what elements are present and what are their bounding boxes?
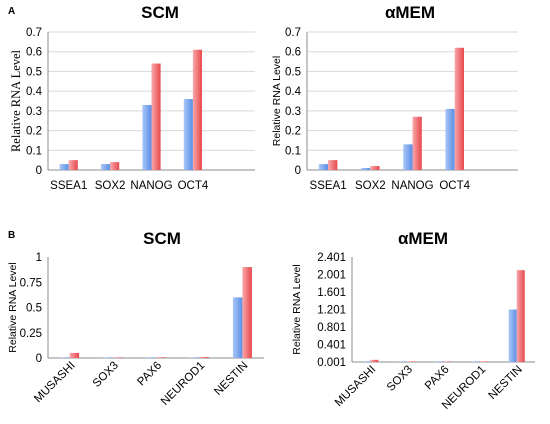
x-tick-label: NESTIN [487,364,525,402]
y-tick-label: 0 [36,353,42,365]
y-tick-label: 1.601 [317,287,346,299]
bar-ssea1-series-2 [68,160,78,170]
chart-title: SCM [141,3,179,22]
bar-pax6-series-1 [146,357,156,358]
y-tick-label: 0.5 [285,66,301,78]
y-tick-label: 0.401 [317,340,346,352]
y-tick-label: 2.001 [317,270,346,282]
y-tick-label: 0.6 [26,47,42,59]
x-tick-label: SOX3 [91,360,121,390]
chart-title: αMEM [398,229,448,248]
x-tick-label: MUSASHI [32,360,78,406]
bar-nanog-series-2 [151,63,161,170]
bar-ssea1-series-1 [59,164,69,170]
y-tick-label: 0.25 [20,328,42,340]
bar-sox2-series-1 [100,164,111,170]
bar-sox2-series-1 [361,168,371,170]
x-tick-label: OCT4 [178,180,209,192]
x-tick-label: SSEA1 [310,180,347,192]
y-axis-label: Relative RNA Level [9,49,23,152]
y-tick-label: 0.6 [285,47,301,59]
x-tick-label: NANOG [391,180,433,192]
bar-pax6-series-2 [156,357,166,358]
chart-scm-pluripotency: SCM Relative RNA Level 0 0.1 0.2 0.3 0.4 0.5 0.6… [9,3,255,192]
panel-letter-b: B [8,230,15,241]
bar-musashi-series-2 [370,359,379,362]
x-tick-label: SSEA1 [50,180,87,192]
y-tick-label: 0.3 [26,106,42,118]
y-axis-label: Relative RNA Level [271,56,283,146]
y-tick-label: 0.1 [26,145,42,157]
x-tick-label: SOX3 [385,364,415,394]
bar-neurod1-series-2 [199,356,209,358]
y-tick-label: 0.7 [26,27,42,39]
y-axis-label: Relative RNA Level [291,264,303,354]
x-tick-label: SOX2 [95,180,126,192]
y-tick-label: 1 [36,252,42,264]
y-tick-label: 0.1 [285,145,301,157]
chart-scm-neural: SCM Relative RNA Level 0 0.25 0.5 0.75 1 MUSASH… [7,229,264,408]
bar-sox3-series-1 [398,361,407,362]
bar-sox3-series-2 [112,357,123,358]
y-tick-label: 0.2 [285,126,301,138]
y-tick-label: 0.7 [285,27,301,39]
x-tick-label: PAX6 [135,360,164,389]
y-tick-label: 0.4 [285,86,302,98]
y-tick-label: 2.401 [317,252,346,264]
bar-sox3-series-1 [103,357,113,358]
x-tick-label: NESTIN [212,360,250,398]
y-tick-label: 0.75 [20,277,42,289]
bar-pax6-series-1 [435,361,444,362]
x-tick-label: MUSASHI [333,364,379,410]
bar-nanog-series-1 [142,104,152,170]
bar-neurod1-series-1 [472,361,481,362]
bar-pax6-series-2 [443,361,452,362]
y-tick-label: 0 [295,165,301,177]
bar-musashi-series-1 [362,361,371,362]
bar-oct4-series-1 [183,99,193,170]
bar-oct4-series-2 [192,49,203,170]
y-tick-label: 0.001 [317,357,346,369]
bar-ssea1-series-1 [318,164,329,170]
bar-sox3-series-2 [406,361,415,362]
bar-ssea1-series-2 [328,160,338,170]
bar-oct4-series-2 [454,47,464,171]
chart-title: αMEM [385,3,435,22]
y-tick-label: 0.4 [26,86,43,98]
bar-sox2-series-2 [370,166,380,170]
x-tick-label: OCT4 [439,180,470,192]
y-axis-label: Relative RNA Level [7,262,19,352]
x-tick-label: PAX6 [423,364,452,393]
bar-oct4-series-1 [445,108,455,170]
x-tick-label: SOX2 [355,180,386,192]
bar-musashi-series-2 [69,352,80,358]
bar-nanog-series-1 [403,144,413,170]
bar-sox2-series-2 [110,162,120,170]
x-tick-label: NEUROD1 [159,360,207,408]
y-tick-label: 0.2 [26,126,42,138]
bar-neurod1-series-1 [189,357,200,358]
x-tick-label: NANOG [130,180,172,192]
bar-nestin-series-1 [232,297,243,358]
chart-title: SCM [143,229,181,248]
bar-nanog-series-2 [412,116,422,170]
y-tick-label: 0.5 [26,66,42,78]
bar-nestin-series-2 [516,270,525,362]
bar-musashi-series-1 [60,357,70,358]
bar-nestin-series-1 [508,309,517,362]
y-tick-label: 0.801 [317,322,346,334]
panel-letter-a: A [8,6,15,17]
chart-amem-pluripotency: αMEM Relative RNA Level 0 0.1 0.2 0.3 0.4 0.5 0.… [271,3,518,192]
chart-amem-neural: αMEM Relative RNA Level 0.001 0.401 0.801 1.2… [291,229,535,412]
y-tick-label: 1.201 [317,305,346,317]
bar-nestin-series-2 [242,267,252,358]
bar-neurod1-series-2 [480,361,489,362]
y-tick-label: 0.5 [26,303,42,315]
y-tick-label: 0 [36,165,42,177]
y-tick-label: 0.3 [285,106,301,118]
